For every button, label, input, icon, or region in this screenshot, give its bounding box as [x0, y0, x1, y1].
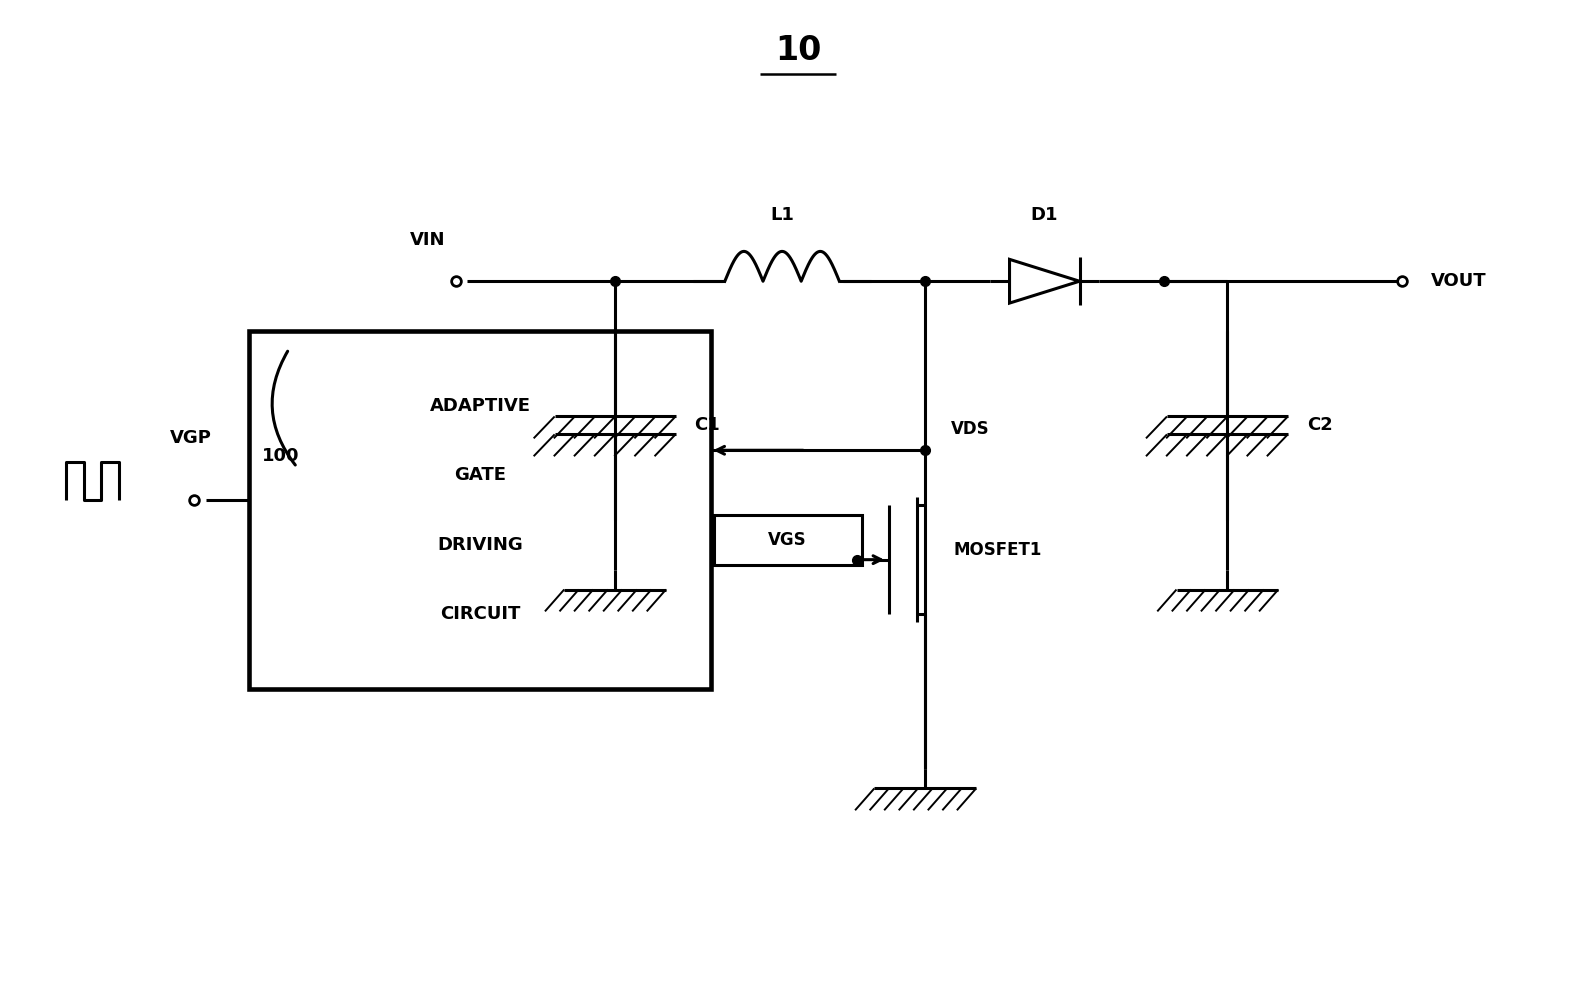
Text: CIRCUIT: CIRCUIT — [440, 605, 520, 623]
Text: 100: 100 — [262, 447, 300, 465]
Text: DRIVING: DRIVING — [437, 536, 523, 554]
Text: C1: C1 — [694, 416, 720, 434]
Text: 10: 10 — [774, 34, 822, 67]
Bar — [713, 515, 862, 565]
Text: VOUT: VOUT — [1432, 272, 1486, 290]
Text: VGP: VGP — [169, 429, 211, 447]
Text: GATE: GATE — [453, 466, 506, 484]
Text: VDS: VDS — [951, 420, 990, 438]
Text: C2: C2 — [1307, 416, 1333, 434]
Text: VIN: VIN — [410, 231, 445, 249]
Text: ADAPTIVE: ADAPTIVE — [429, 397, 530, 415]
Text: MOSFET1: MOSFET1 — [954, 541, 1042, 559]
Text: VGS: VGS — [768, 531, 808, 549]
Text: L1: L1 — [771, 206, 795, 224]
Text: D1: D1 — [1031, 206, 1058, 224]
Bar — [249, 331, 710, 689]
Polygon shape — [1010, 259, 1079, 303]
